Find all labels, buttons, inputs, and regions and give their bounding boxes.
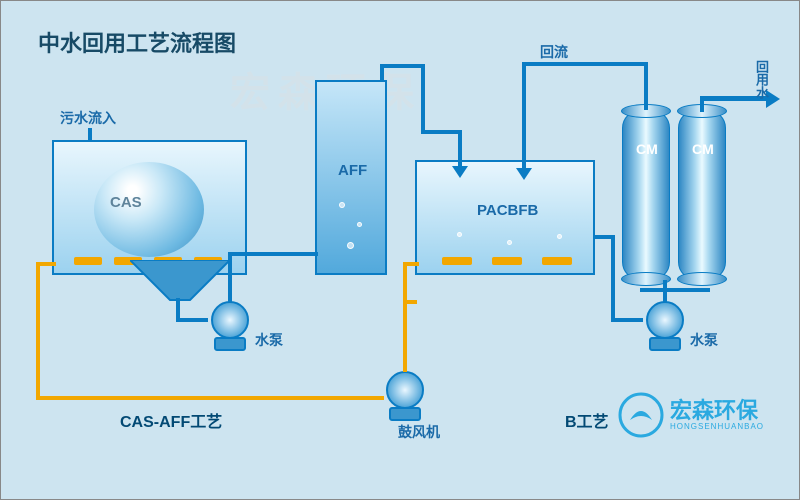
pacbfb-diffuser-1 [442, 257, 472, 265]
pipe-blower-left [36, 396, 384, 400]
pacbfb-bubble-2 [507, 240, 512, 245]
pipe-blower-up [403, 300, 407, 372]
diagram-title: 中水回用工艺流程图 [38, 26, 236, 58]
process-label-left: CAS-AFF工艺 [120, 408, 222, 432]
arrow-into-pacbfb1 [452, 166, 468, 178]
pump2-label: 水泵 [690, 330, 718, 350]
blower-label: 鼓风机 [398, 422, 440, 442]
pump1-label: 水泵 [255, 330, 283, 350]
aff-bubble-3 [347, 242, 354, 249]
pipe-reflux-down [522, 62, 526, 172]
pacbfb-label: PACBFB [477, 202, 538, 219]
cas-tank: CAS [52, 140, 247, 275]
cm-cylinder-2: CM [678, 110, 726, 280]
cm2-label: CM [692, 141, 714, 157]
logo-icon [618, 392, 664, 438]
pipe-pump1-up [228, 252, 232, 302]
pipe-pump1-aff [228, 252, 318, 256]
pipe-blower-left-up [36, 262, 40, 400]
pipe-aff-right [380, 64, 425, 68]
pipe-into-pacbfb1 [458, 130, 462, 170]
pipe-cm-bottom [640, 288, 710, 292]
pipe-to-pump2 [611, 318, 643, 322]
pipe-reflux-up [644, 62, 648, 110]
cas-label: CAS [110, 194, 142, 211]
pipe-blower-into-cas [36, 262, 56, 266]
process-label-right: B工艺 [565, 408, 609, 432]
cm1-label: CM [636, 141, 658, 157]
aff-label: AFF [338, 162, 367, 179]
pipe-cas-pump [176, 318, 208, 322]
pipe-reflux-h [522, 62, 648, 66]
logo-sub: HONGSENHUANBAO [670, 422, 764, 431]
pipe-cas-down [176, 298, 180, 320]
reflux-label: 回流 [540, 42, 568, 62]
aff-bubble-1 [339, 202, 345, 208]
pipe-to-pacbfb [421, 130, 461, 134]
aff-tower: AFF [315, 80, 387, 275]
pacbfb-tank: PACBFB [415, 160, 595, 275]
arrow-reflux [516, 168, 532, 180]
blower [380, 370, 430, 425]
pump-1 [205, 300, 255, 355]
pacbfb-bubble-3 [557, 234, 562, 239]
outflow-label: 回用水 [752, 60, 771, 99]
pipe-aff-down [421, 64, 425, 134]
logo-text: 宏森环保 [670, 400, 764, 422]
cm-cylinder-1: CM [622, 110, 670, 280]
pacbfb-diffuser-3 [542, 257, 572, 265]
aff-bubble-2 [357, 222, 362, 227]
cas-diffuser-1 [74, 257, 102, 265]
pacbfb-bubble-1 [457, 232, 462, 237]
inflow-label: 污水流入 [60, 108, 116, 128]
pacbfb-diffuser-2 [492, 257, 522, 265]
pump-2 [640, 300, 690, 355]
pipe-blower-pacbfb-v [403, 262, 407, 302]
pipe-pacbfb-down [611, 235, 615, 320]
brand-logo: 宏森环保 HONGSENHUANBAO [618, 392, 764, 438]
